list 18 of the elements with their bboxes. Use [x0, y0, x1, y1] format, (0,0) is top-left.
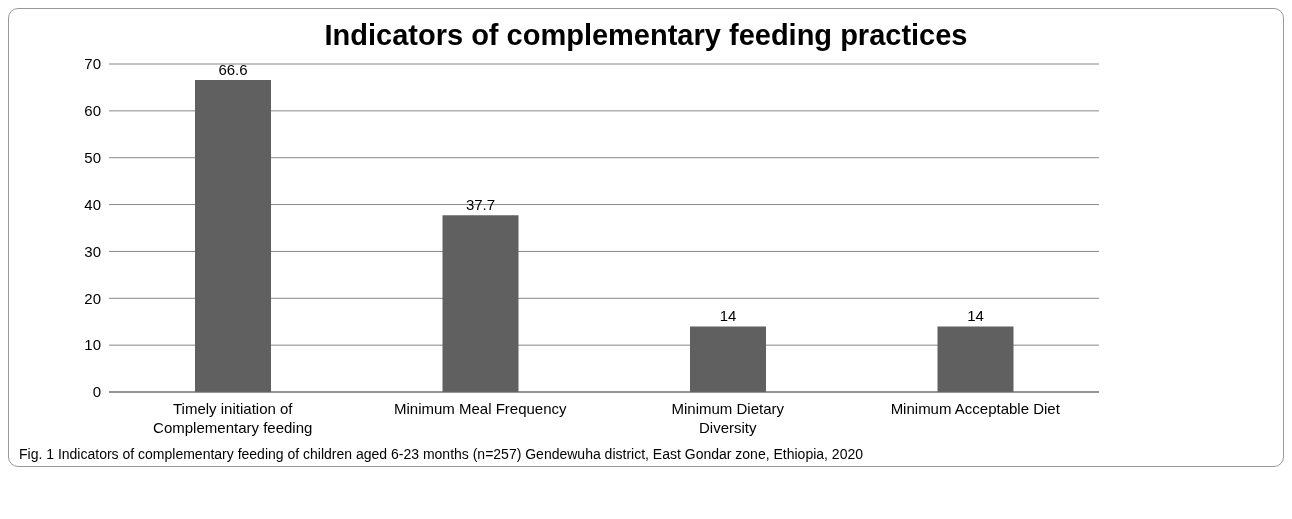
data-label: 14 — [719, 307, 737, 325]
y-tick-label: 20 — [84, 289, 101, 307]
x-tick-label: Minimum Acceptable Diet — [890, 400, 1061, 417]
x-tick-label: Timely initiation of Complementary feeding — [153, 400, 313, 436]
y-tick-label: 60 — [84, 102, 101, 120]
y-tick-label: 70 — [84, 55, 101, 73]
y-tick-label: 10 — [84, 336, 101, 354]
caption: Fig. 1 Indicators of complementary feeding of children aged 6-23 months (n=257) Gendewuha district, East Gondar zone, Ethiopia, 2020 — [18, 445, 864, 462]
y-tick-label: 0 — [92, 383, 101, 401]
x-tick-label: Minimum Meal Frequency — [393, 400, 568, 417]
x-tick-label: Minimum Dietary Diversity — [671, 400, 785, 436]
data-label: 14 — [967, 307, 984, 325]
y-tick-label: 50 — [84, 149, 101, 167]
y-tick-label: 30 — [84, 242, 101, 260]
data-label: 37.7 — [465, 196, 496, 214]
chart-title: Indicators of complementary feeding practices — [323, 18, 969, 52]
data-label: 66.6 — [218, 60, 248, 78]
y-tick-label: 40 — [84, 195, 101, 213]
